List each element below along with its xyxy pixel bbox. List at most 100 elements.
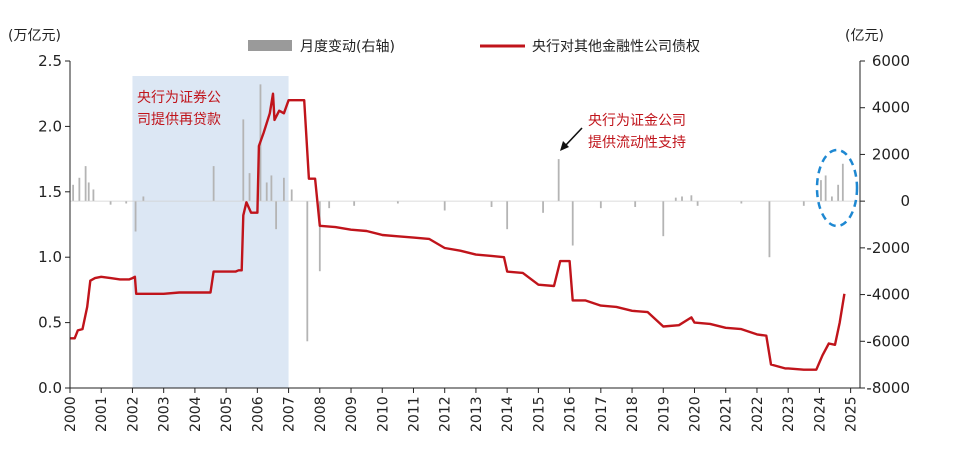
monthly-change-bar (396, 201, 399, 204)
x-tick-label: 2020 (688, 396, 704, 432)
right-tick-label: -6000 (866, 332, 910, 350)
left-tick-label: 0.0 (38, 379, 62, 397)
monthly-change-bar (542, 201, 544, 213)
left-tick-label: 1.0 (38, 248, 62, 266)
monthly-change-bar (125, 201, 128, 204)
monthly-change-bar (841, 163, 844, 202)
x-tick-label: 2007 (282, 396, 298, 432)
x-tick-label: 2006 (250, 396, 266, 432)
claims-line (70, 92, 846, 371)
monthly-change-bar (820, 180, 822, 202)
monthly-change-bar (78, 177, 81, 202)
right-tick-label: -2000 (866, 239, 910, 257)
monthly-change-bar (506, 201, 509, 230)
legend: 月度变动(右轴) 央行对其他金融性公司债权 (248, 39, 700, 55)
monthly-change-bar (134, 201, 137, 232)
x-tick-label: 2018 (625, 396, 641, 432)
annotation-2-line-2: 提供流动性支持 (588, 135, 686, 151)
left-axis-unit: (万亿元) (8, 28, 61, 44)
annotation-csf-support: 央行为证金公司 提供流动性支持 (560, 113, 686, 151)
x-tick-label: 2014 (500, 396, 516, 432)
monthly-change-bar (768, 201, 771, 258)
x-tick-label: 2010 (375, 396, 391, 432)
monthly-change-bar (242, 119, 245, 202)
monthly-change-bar (212, 166, 215, 202)
legend-bar-swatch (248, 40, 292, 51)
monthly-change-bar (87, 182, 90, 202)
monthly-change-bar (270, 175, 273, 202)
highlight-circle (815, 148, 859, 228)
annotation-1-line-1: 央行为证券公 (137, 90, 221, 106)
x-tick-label: 2003 (157, 396, 173, 432)
x-tick-label: 2015 (531, 396, 547, 432)
x-tick-label: 2016 (563, 396, 579, 432)
monthly-change-bar (571, 201, 574, 246)
x-tick-label: 2008 (313, 396, 329, 432)
right-tick-label: 4000 (872, 99, 910, 117)
right-tick-label: -4000 (866, 286, 910, 304)
monthly-change-bar (72, 184, 75, 202)
x-tick-label: 2022 (750, 396, 766, 432)
monthly-change-bar (802, 201, 805, 206)
right-tick-label: 2000 (872, 145, 910, 163)
x-tick-label: 2000 (63, 396, 79, 432)
monthly-change-bar (674, 197, 677, 202)
x-tick-label: 2002 (125, 396, 141, 432)
monthly-change-bar (662, 201, 665, 237)
x-tick-label: 2021 (719, 396, 735, 432)
x-tick-label: 2013 (469, 396, 485, 432)
monthly-change-bar (681, 196, 683, 202)
monthly-change-bar (265, 182, 268, 202)
monthly-change-bar (84, 166, 87, 202)
left-tick-label: 2.0 (38, 117, 62, 135)
right-tick-label: 6000 (872, 52, 910, 70)
right-tick-label: 0 (900, 192, 910, 210)
right-axis-unit: (亿元) (845, 28, 884, 44)
annotation-arrowhead (560, 141, 569, 151)
x-tick-label: 2009 (344, 396, 360, 432)
monthly-change-bar (443, 201, 446, 211)
monthly-change-bar (328, 201, 331, 209)
legend-line-label: 央行对其他金融性公司债权 (532, 39, 700, 55)
x-tick-label: 2005 (219, 396, 235, 432)
x-tick-label: 2011 (406, 396, 422, 432)
monthly-change-bar (290, 189, 293, 202)
monthly-change-bar (690, 195, 693, 202)
right-tick-label: -8000 (866, 379, 910, 397)
monthly-change-bar (557, 159, 560, 202)
monthly-change-bar (318, 201, 321, 272)
monthly-change-bar (142, 196, 145, 202)
monthly-change-bar (490, 201, 493, 207)
x-tick-label: 2004 (188, 396, 204, 432)
monthly-change-bar (353, 201, 356, 206)
monthly-change-bar (92, 189, 95, 202)
annotation-1-line-2: 司提供再贷款 (137, 112, 221, 128)
x-tick-label: 2017 (594, 396, 610, 432)
monthly-change-bar (634, 201, 637, 207)
legend-bar-label: 月度变动(右轴) (300, 39, 395, 55)
monthly-change-bar (248, 173, 251, 202)
x-tick-label: 2019 (656, 396, 672, 432)
x-tick-label: 2024 (812, 396, 828, 432)
monthly-change-bar (824, 175, 827, 202)
shaded-period (132, 76, 289, 388)
monthly-change-bar (830, 196, 833, 202)
x-tick-label: 2023 (781, 396, 797, 432)
left-tick-label: 0.5 (38, 314, 62, 332)
x-tick-label: 2012 (438, 396, 454, 432)
annotation-securities-loan: 央行为证券公 司提供再贷款 (137, 90, 221, 128)
monthly-change-bar (696, 201, 699, 206)
annotation-arrow (564, 127, 583, 147)
x-tick-label: 2025 (844, 396, 860, 432)
monthly-change-bar (740, 201, 743, 204)
x-tick-label: 2001 (94, 396, 110, 432)
monthly-change-bar (282, 177, 285, 202)
left-tick-label: 1.5 (38, 183, 62, 201)
monthly-change-bar (599, 201, 602, 209)
monthly-change-bar (275, 201, 277, 230)
annotation-2-line-1: 央行为证金公司 (588, 113, 686, 129)
monthly-change-bar (306, 201, 309, 342)
left-tick-label: 2.5 (38, 52, 62, 70)
monthly-change-bar (109, 201, 112, 205)
